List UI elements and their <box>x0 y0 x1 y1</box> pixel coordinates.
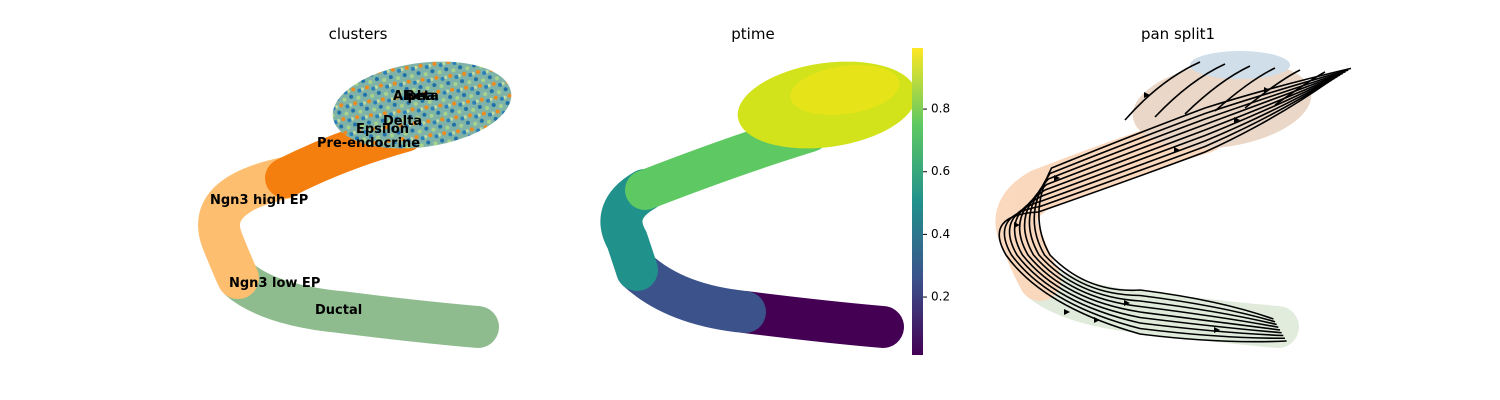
stream-arrow <box>1264 87 1270 93</box>
clusters-panel: clusters Alpha Beta Delta Epsilon Pre-en… <box>198 25 512 348</box>
panel-title: pan split1 <box>1141 25 1215 43</box>
colorbar-tick-label: 0.2 <box>931 290 950 304</box>
colorbar-tick-label: 0.6 <box>931 164 950 178</box>
cluster-label: Delta <box>383 114 422 129</box>
stream-arrow <box>1014 222 1020 228</box>
streamline <box>1023 72 1344 329</box>
stream-arrow <box>1124 300 1130 306</box>
streamline <box>1154 63 1226 118</box>
colorbar-tick-label: 0.4 <box>931 227 950 241</box>
cluster-label: Epsilon <box>356 122 409 137</box>
colorbar <box>912 48 923 355</box>
colorbar-tick-label: 0.8 <box>931 102 950 116</box>
ptime-panel: ptime 0.2 0.4 0.6 0.8 <box>600 25 950 355</box>
cloud <box>790 65 900 115</box>
colorbar-ticks: 0.2 0.4 0.6 0.8 <box>923 102 950 304</box>
streamline <box>1244 69 1301 109</box>
velocity-panel: pan split1 <box>995 25 1352 348</box>
streamlines <box>998 61 1352 343</box>
streamline <box>1124 61 1201 121</box>
streamline <box>1018 74 1341 331</box>
cloud <box>1190 51 1290 79</box>
stream-arrow <box>1094 317 1100 323</box>
stream-arrow <box>1174 147 1180 153</box>
cluster-label: Ductal <box>315 303 362 318</box>
cluster-label: Alpha <box>393 89 435 104</box>
streamline <box>1214 67 1276 112</box>
panel-title: ptime <box>731 25 774 43</box>
cluster-label: Ngn3 low EP <box>229 276 320 291</box>
streamline <box>1274 71 1326 106</box>
stream-arrow <box>1144 92 1150 98</box>
streamline <box>998 80 1330 343</box>
cluster-label: Beta <box>405 89 439 104</box>
stream-arrow <box>1214 327 1220 333</box>
stream-arrow <box>1054 175 1060 181</box>
cloud <box>198 157 306 299</box>
cluster-label: Ngn3 high EP <box>210 193 308 208</box>
stream-arrow <box>1064 309 1070 315</box>
panel-title: clusters <box>329 25 388 43</box>
cloud <box>332 61 512 149</box>
cloud <box>219 259 499 348</box>
stream-arrow <box>1234 117 1240 123</box>
cluster-label: Pre-endocrine <box>317 136 420 151</box>
streamline <box>1184 65 1251 115</box>
streamline <box>1003 79 1333 340</box>
streamline <box>1038 67 1352 320</box>
